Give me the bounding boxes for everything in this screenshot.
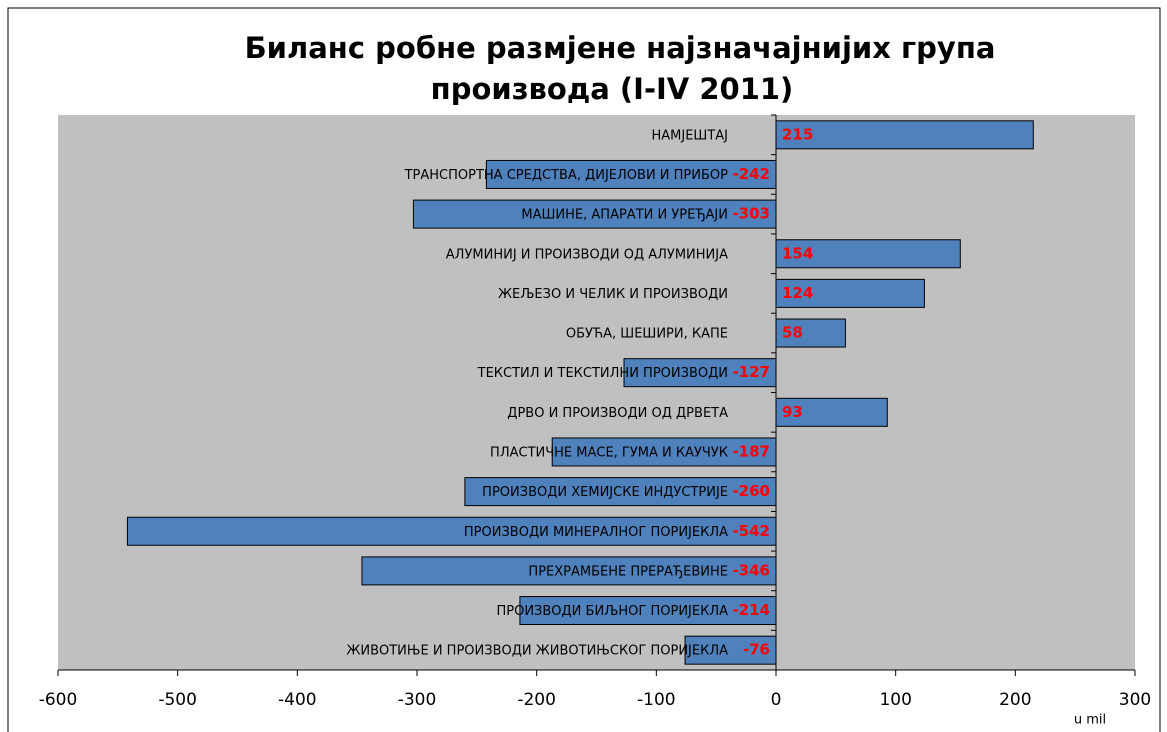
category-label: ПЛАСТИЧНЕ МАСЕ, ГУМА И КАУЧУК [490,445,728,460]
x-tick-label: -600 [39,690,78,710]
value-label: -127 [732,363,770,381]
chart-title: Биланс робне размјене најзначајнијих гру… [245,31,996,65]
x-axis-label: u mil [1074,713,1106,728]
value-label: 215 [782,125,813,143]
bar [412,199,777,229]
bar [361,556,777,586]
bar [775,397,888,427]
x-tick-label: -200 [517,690,556,710]
value-label: -187 [732,442,770,460]
bar [775,120,1034,150]
category-label: ОБУЋА, ШЕШИРИ, КАПЕ [566,327,728,342]
value-label: -260 [732,482,770,500]
value-label: 93 [782,403,803,421]
value-label: -346 [732,561,770,579]
category-label: ПРЕХРАМБЕНЕ ПРЕРАЂЕВИНЕ [528,564,728,579]
value-label: 58 [782,324,803,342]
chart-title: производа (I-IV 2011) [431,72,794,106]
value-label: -242 [732,165,770,183]
x-tick-label: -300 [398,690,437,710]
category-label: АЛУМИНИЈ И ПРОИЗВОДИ ОД АЛУМИНИЈА [446,247,728,262]
category-label: ПРОИЗВОДИ ХЕМИЈСКЕ ИНДУСТРИЈЕ [482,485,728,500]
bar [485,159,777,189]
value-label: -303 [732,205,770,223]
category-label: ПРОИЗВОДИ БИЉНОГ ПОРИЈЕКЛА [496,604,728,619]
category-label: ПРОИЗВОДИ МИНЕРАЛНОГ ПОРИЈЕКЛА [464,525,728,540]
bar [464,477,777,507]
category-label: МАШИНЕ, АПАРАТИ И УРЕЂАЈИ [521,208,728,223]
bar [775,239,961,269]
category-label: ТЕКСТИЛ И ТЕКСТИЛНИ ПРОИЗВОДИ [477,366,728,381]
plot-area [58,115,1135,670]
bar [623,358,777,388]
category-label: ЖИВОТИЊЕ И ПРОИЗВОДИ ЖИВОТИЊСКОГ ПОРИЈЕК… [346,644,728,659]
value-label: 124 [782,284,813,302]
bar [519,596,777,626]
value-label: -542 [732,522,770,540]
x-tick-label: -500 [158,690,197,710]
value-label: 154 [782,244,813,262]
bar [684,635,777,665]
category-label: НАМЈЕШТАЈ [651,128,728,143]
bar [126,516,777,546]
x-tick-label: 200 [999,690,1031,710]
category-label: ДРВО И ПРОИЗВОДИ ОД ДРВЕТА [507,406,728,421]
x-tick-label: 100 [879,690,911,710]
x-tick-label: -100 [637,690,676,710]
category-label: ТРАНСПОРТНА СРЕДСТВА, ДИЈЕЛОВИ И ПРИБОР [404,168,729,183]
x-tick-label: 0 [771,690,782,710]
value-label: -214 [732,601,770,619]
value-label: -76 [743,641,770,659]
x-tick-label: -400 [278,690,317,710]
x-tick-label: 300 [1119,690,1151,710]
category-label: ЖЕЉЕЗО И ЧЕЛИК И ПРОИЗВОДИ [498,287,728,302]
